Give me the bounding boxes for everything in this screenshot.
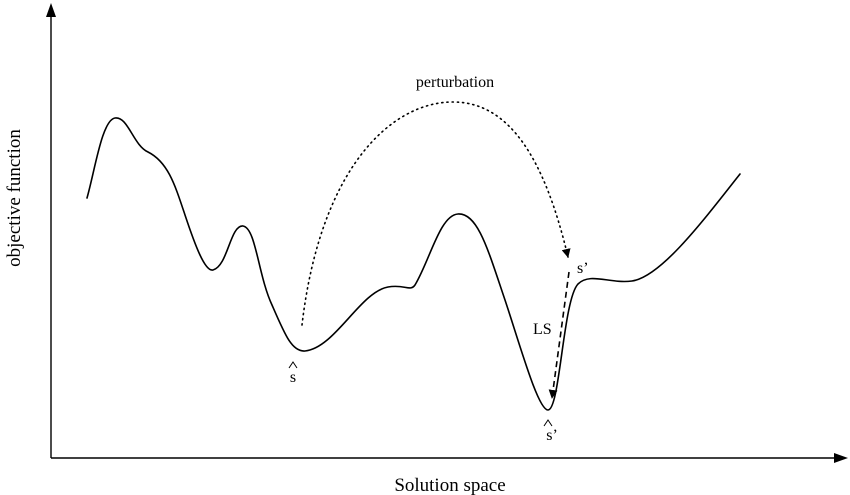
- s-hat-prime-label: s’: [546, 427, 558, 444]
- s-prime-label: s’: [577, 260, 589, 277]
- s-hat-prime-caret: [543, 419, 553, 427]
- y-axis-label: objective function: [4, 129, 25, 267]
- perturbation-arrow: [301, 101, 571, 326]
- local-search-label: LS: [533, 321, 552, 338]
- x-axis-label: Solution space: [394, 475, 505, 495]
- s-hat-caret: [288, 361, 298, 369]
- x-axis-arrowhead: [834, 453, 848, 463]
- s-hat-label: s: [290, 369, 296, 386]
- y-axis-arrowhead: [46, 3, 56, 17]
- perturbation-label: perturbation: [416, 74, 494, 91]
- local-search-arrow: [548, 271, 570, 399]
- objective-function-curve: [86, 117, 741, 411]
